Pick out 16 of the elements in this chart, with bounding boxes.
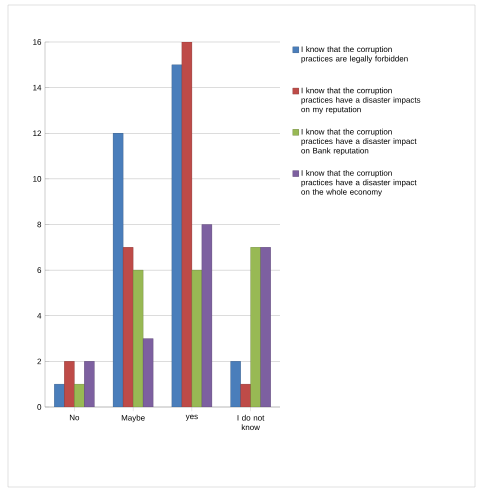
bar bbox=[260, 247, 271, 407]
bar bbox=[250, 247, 261, 407]
bar bbox=[84, 361, 95, 407]
bar bbox=[202, 224, 212, 407]
bar bbox=[142, 338, 154, 407]
bar bbox=[240, 384, 251, 407]
bar bbox=[132, 270, 144, 407]
bar bbox=[54, 384, 65, 407]
bar bbox=[182, 42, 192, 407]
bar bbox=[64, 361, 75, 407]
bar bbox=[112, 133, 124, 407]
bar bbox=[172, 64, 182, 407]
bar bbox=[122, 247, 134, 407]
bar bbox=[192, 270, 202, 407]
bar bbox=[230, 361, 241, 407]
bar bbox=[74, 384, 85, 407]
